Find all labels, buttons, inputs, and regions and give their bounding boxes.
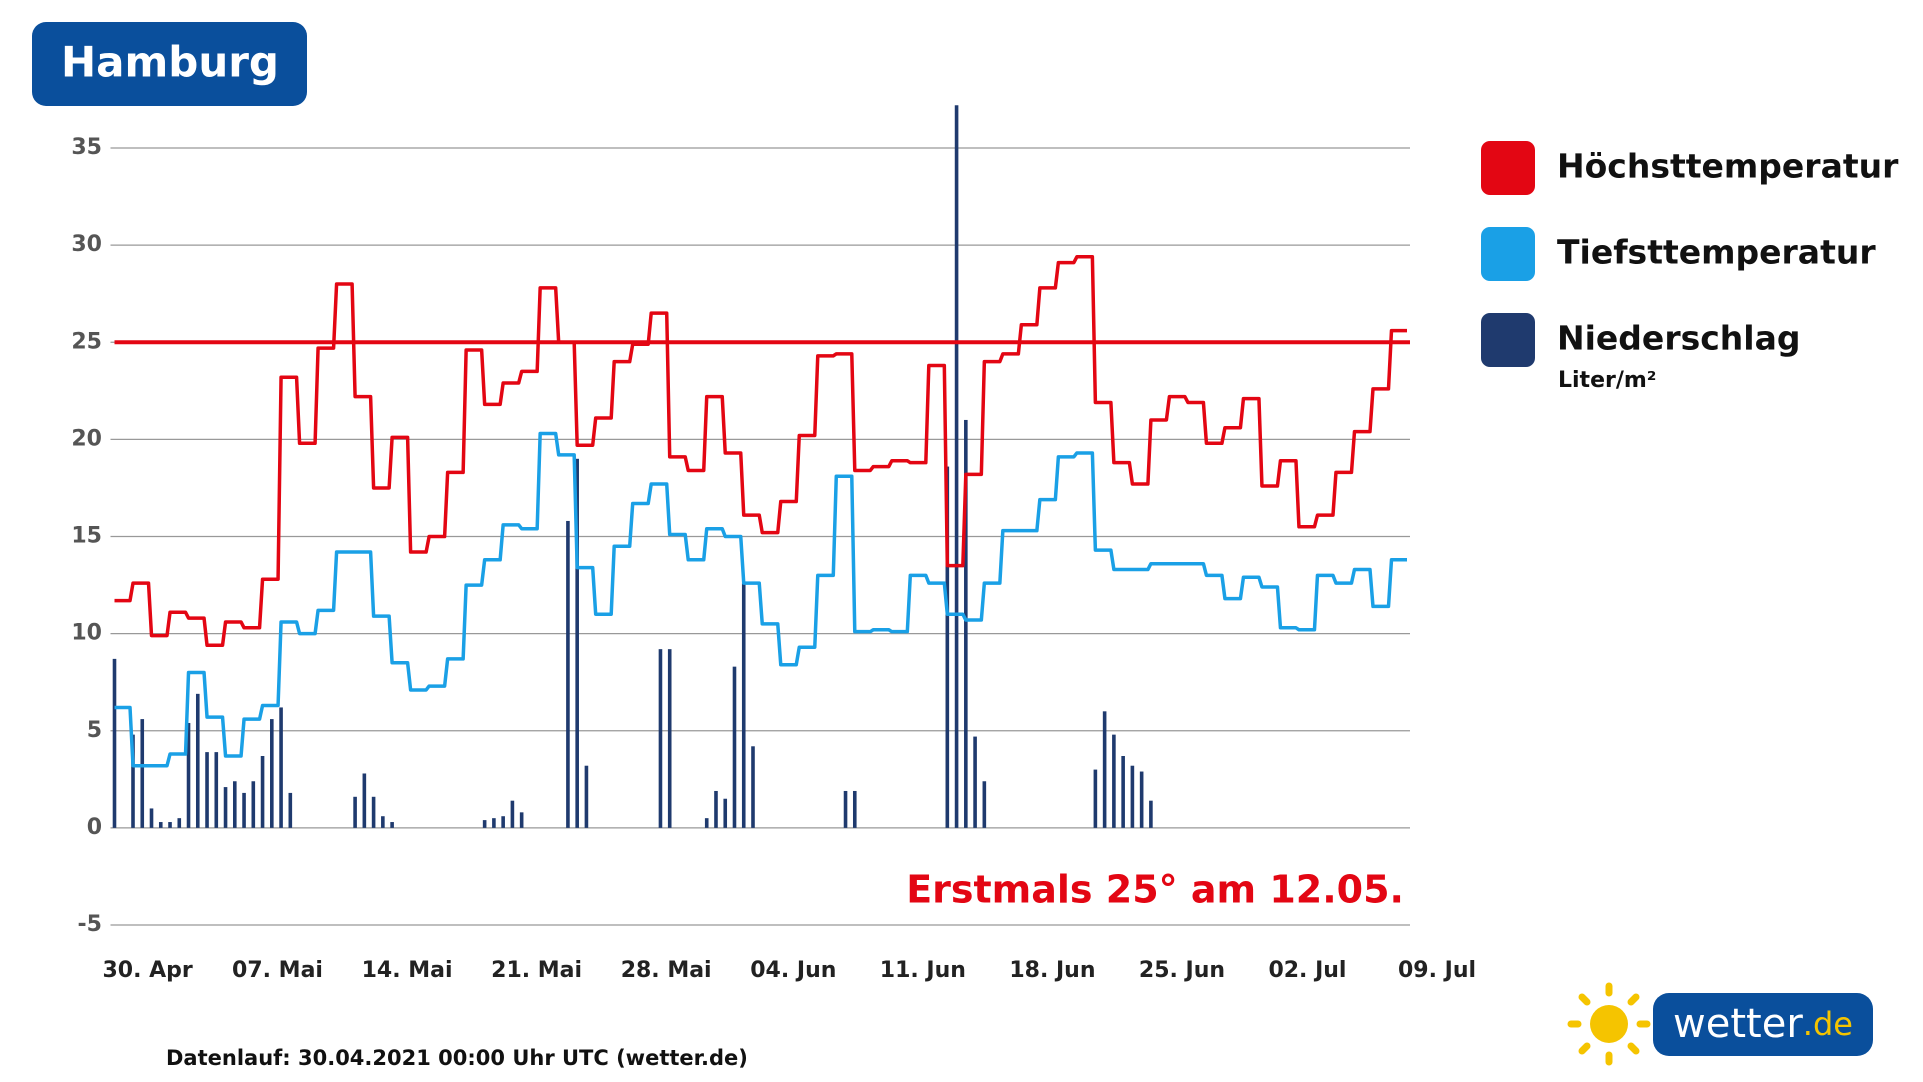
precip-bar bbox=[381, 816, 385, 828]
unit-label: Liter/m² bbox=[1558, 368, 1656, 393]
x-tick-label: 07. Mai bbox=[232, 958, 323, 983]
logo-box bbox=[1653, 993, 1873, 1056]
precip-bar bbox=[131, 734, 135, 828]
logo-name: wetter bbox=[1673, 1001, 1803, 1047]
precip-bar bbox=[501, 816, 505, 828]
precip-bar bbox=[232, 781, 237, 828]
precip-bar bbox=[954, 105, 959, 828]
precip-bar bbox=[177, 818, 182, 828]
logo-suffix: .de bbox=[1803, 1005, 1853, 1043]
precip-bar bbox=[371, 796, 376, 828]
footer: Datenlauf: 30.04.2021 00:00 Uhr UTC (wet… bbox=[166, 1046, 748, 1070]
precip-bar bbox=[704, 818, 709, 828]
legend-swatch bbox=[1481, 313, 1535, 367]
precip-bar bbox=[741, 583, 746, 828]
precip-bar bbox=[279, 707, 283, 828]
precip-bar bbox=[843, 790, 848, 828]
precip-bar bbox=[1121, 756, 1125, 828]
precip-bar bbox=[288, 792, 293, 828]
logo-sun bbox=[1567, 982, 1651, 1066]
y-tick-label: 20 bbox=[71, 426, 102, 451]
precip-bar bbox=[1139, 771, 1144, 828]
x-tick-label: 09. Jul bbox=[1398, 958, 1476, 983]
precip-bar bbox=[566, 520, 570, 828]
precip-bar bbox=[168, 822, 172, 828]
precip-bar bbox=[964, 419, 968, 828]
precip-bar bbox=[260, 756, 265, 828]
temperature-line bbox=[114, 255, 1407, 648]
precip-bar bbox=[723, 798, 728, 828]
plot-area: -5 0 5 10 15 20 25 30 35 30. Apr 07. Mai 14. Mai 21.… bbox=[71, 105, 1476, 983]
temperature-line bbox=[114, 431, 1407, 768]
precip-bar bbox=[852, 790, 857, 828]
precip-bar bbox=[658, 649, 663, 828]
precip-bar bbox=[732, 666, 737, 828]
y-tick-label: 10 bbox=[71, 621, 102, 646]
x-tick-label: 18. Jun bbox=[1009, 958, 1095, 983]
legend-label: Höchsttemperatur bbox=[1557, 147, 1899, 186]
precip-bar bbox=[510, 800, 515, 828]
precip-bar bbox=[945, 466, 950, 828]
chart-title: Hamburg bbox=[61, 38, 279, 87]
precip-bar bbox=[667, 649, 672, 828]
precip-bar bbox=[973, 736, 977, 828]
logo-text: wetter.de bbox=[1673, 1001, 1853, 1047]
annotation: Erstmals 25° am 12.05. bbox=[906, 868, 1404, 912]
legend-label: Niederschlag bbox=[1557, 319, 1801, 358]
precip-bar bbox=[1149, 800, 1153, 828]
x-tick-label: 14. Mai bbox=[362, 958, 453, 983]
precip-bar bbox=[140, 719, 145, 828]
precip-bar bbox=[214, 752, 219, 828]
x-tick-label: 30. Apr bbox=[103, 958, 193, 983]
precip-bar bbox=[112, 658, 117, 828]
precip-bar bbox=[714, 790, 718, 828]
precip-bar bbox=[751, 746, 755, 828]
precip-bar bbox=[270, 719, 274, 828]
legend-label: Tiefsttemperatur bbox=[1557, 233, 1876, 272]
precip-bar bbox=[390, 822, 394, 828]
precip-bar bbox=[575, 458, 579, 828]
y-tick-label: 0 bbox=[87, 815, 102, 840]
precip-bar bbox=[205, 752, 209, 828]
y-tick-label: 25 bbox=[71, 329, 102, 354]
precip-bar bbox=[482, 820, 487, 828]
precip-bar bbox=[251, 781, 256, 828]
y-tick-label: 35 bbox=[71, 135, 102, 160]
y-tick-label: -5 bbox=[78, 912, 102, 937]
precip-bar bbox=[584, 765, 589, 828]
precip-bar bbox=[158, 822, 163, 828]
precip-bar bbox=[1102, 711, 1107, 828]
precip-bar bbox=[223, 787, 228, 828]
precip-bar bbox=[492, 818, 496, 828]
x-tick-label: 02. Jul bbox=[1268, 958, 1346, 983]
precip-bar bbox=[362, 773, 367, 828]
x-tick-label: 21. Mai bbox=[491, 958, 582, 983]
legend-swatch bbox=[1481, 141, 1535, 195]
precip-bar bbox=[982, 781, 987, 828]
y-tick-label: 30 bbox=[71, 232, 102, 257]
x-tick-label: 25. Jun bbox=[1139, 958, 1225, 983]
precip-bar bbox=[242, 792, 246, 828]
x-tick-label: 11. Jun bbox=[880, 958, 966, 983]
precip-bar bbox=[195, 693, 200, 828]
x-tick-label: 28. Mai bbox=[621, 958, 712, 983]
title-box bbox=[32, 22, 307, 106]
legend-swatch bbox=[1481, 227, 1535, 281]
precip-bar bbox=[353, 796, 357, 828]
y-tick-label: 15 bbox=[71, 524, 102, 549]
precip-bar bbox=[186, 722, 191, 828]
precip-bar bbox=[149, 808, 154, 828]
precip-bar bbox=[1130, 765, 1135, 828]
x-tick-label: 04. Jun bbox=[750, 958, 836, 983]
precip-bar bbox=[519, 812, 524, 828]
y-tick-label: 5 bbox=[87, 718, 102, 743]
precip-bar bbox=[1112, 734, 1116, 828]
precip-bar bbox=[1093, 769, 1098, 828]
